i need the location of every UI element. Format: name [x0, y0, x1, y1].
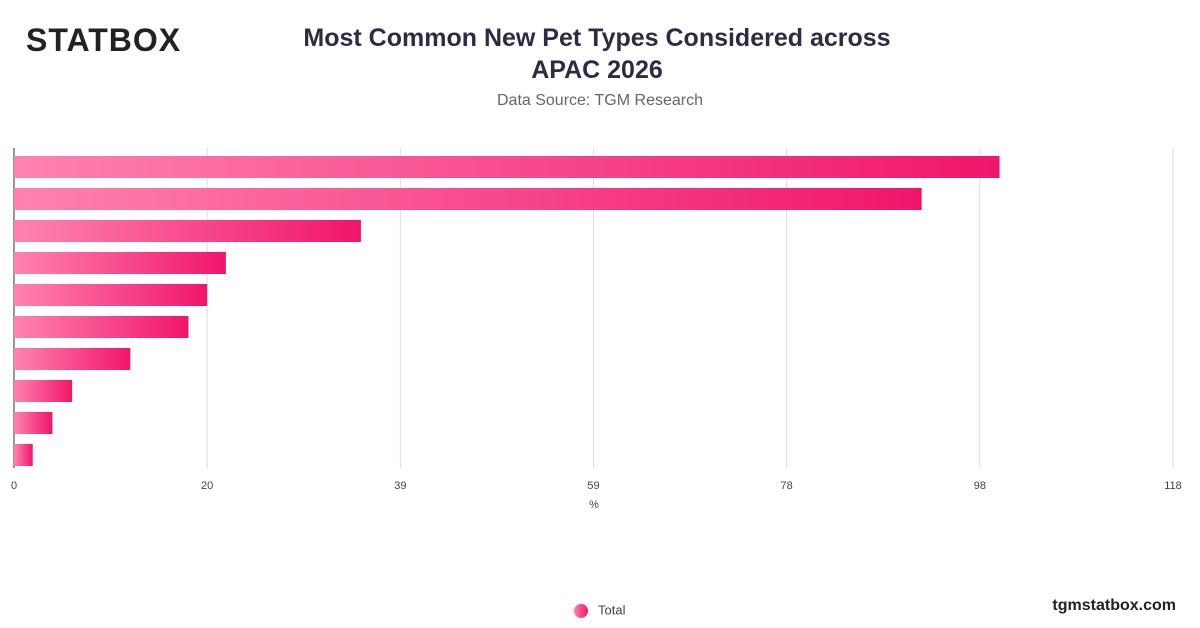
- x-axis-label: %: [589, 499, 599, 511]
- x-tick-label: 59: [587, 480, 599, 492]
- chart-title: Most Common New Pet Types Considered acr…: [303, 24, 891, 84]
- bar: [14, 284, 208, 306]
- bar: [14, 156, 1000, 178]
- x-tick-label: 98: [974, 480, 986, 492]
- x-tick-label: 0: [11, 480, 17, 492]
- bar: [14, 412, 53, 434]
- x-tick-label: 20: [201, 480, 213, 492]
- bar: [14, 220, 361, 242]
- chart-subtitle: Data Source: TGM Research: [496, 92, 703, 109]
- bar: [14, 316, 189, 338]
- footer-link: tgmstatbox.com: [1052, 597, 1176, 614]
- bar: [14, 252, 226, 274]
- x-tick-label: 118: [1164, 480, 1182, 492]
- bar: [14, 444, 33, 466]
- x-tick-label: 39: [394, 480, 406, 492]
- legend-label: Total: [598, 602, 626, 617]
- bar: [14, 188, 922, 210]
- logo: STATBOX: [26, 22, 182, 58]
- x-tick-label: 78: [781, 480, 793, 492]
- bar: [14, 380, 73, 402]
- bar: [14, 348, 131, 370]
- legend-marker: [574, 604, 588, 618]
